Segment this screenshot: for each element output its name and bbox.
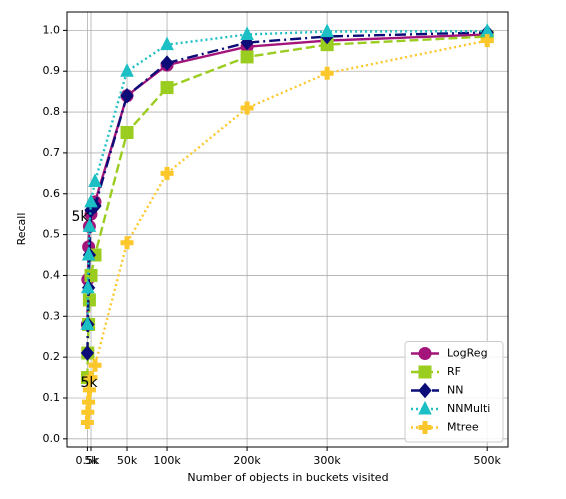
- marker: [84, 193, 98, 208]
- y-tick-label: 0.6: [43, 187, 61, 200]
- marker: [84, 268, 98, 282]
- marker: [120, 236, 134, 250]
- legend-marker: [418, 365, 432, 379]
- legend-marker: [418, 382, 432, 399]
- x-tick-label: 0.5k: [75, 454, 99, 467]
- x-tick-label: 50k: [117, 454, 138, 467]
- x-tick-label: 5k: [84, 454, 98, 467]
- marker: [88, 358, 102, 372]
- marker: [81, 279, 95, 294]
- series-line: [86, 33, 488, 325]
- marker: [480, 34, 494, 48]
- marker: [160, 36, 174, 51]
- legend: LogReg RF NN NNMulti Mtree: [404, 341, 504, 443]
- legend-label: RF: [447, 365, 461, 378]
- marker: [82, 383, 96, 397]
- plot-frame: [66, 11, 509, 448]
- marker: [160, 81, 174, 95]
- marker: [82, 395, 96, 409]
- y-tick-label: 0.2: [43, 350, 61, 363]
- marker: [320, 23, 334, 38]
- y-tick-label: 0.4: [43, 268, 61, 281]
- legend-marker: [418, 400, 432, 415]
- marker: [240, 101, 254, 115]
- y-tick-label: 0.3: [43, 309, 61, 322]
- series-line: [86, 29, 488, 325]
- series-line: [86, 31, 488, 354]
- x-tick-label: 100k: [153, 454, 181, 467]
- legend-label: LogReg: [447, 347, 488, 360]
- marker: [160, 55, 174, 71]
- marker: [120, 125, 134, 139]
- annotation: 5k: [80, 375, 98, 391]
- legend-label: NN: [447, 384, 463, 397]
- y-tick-label: 0.0: [43, 432, 61, 445]
- legend-label: NNMulti: [447, 402, 490, 415]
- legend-marker: [418, 347, 432, 360]
- y-tick-label: 0.7: [43, 146, 61, 159]
- y-tick-label: 1.0: [43, 23, 61, 36]
- legend-marker: [418, 421, 432, 434]
- x-axis-label: Number of objects in buckets visited: [187, 471, 388, 484]
- marker: [81, 246, 96, 261]
- y-tick-label: 0.5: [43, 228, 61, 241]
- marker: [84, 371, 98, 385]
- marker: [80, 345, 95, 361]
- x-tick-label: 200k: [233, 454, 261, 467]
- annotation: 5k: [71, 209, 89, 225]
- marker: [240, 26, 254, 40]
- marker: [80, 316, 95, 330]
- marker: [80, 415, 94, 429]
- x-tick-label: 500k: [474, 454, 502, 467]
- marker: [120, 87, 134, 104]
- y-tick-label: 0.9: [43, 64, 61, 77]
- marker: [82, 218, 97, 232]
- marker: [240, 50, 254, 64]
- x-tick-label: 300k: [313, 454, 341, 467]
- y-tick-label: 0.8: [43, 105, 61, 118]
- legend-label: Mtree: [447, 421, 479, 434]
- y-tick-label: 0.1: [43, 391, 61, 404]
- marker: [320, 66, 334, 80]
- marker: [160, 166, 174, 180]
- marker: [120, 63, 134, 77]
- marker: [81, 405, 95, 419]
- y-axis-label: Recall: [15, 213, 28, 246]
- marker: [88, 173, 102, 188]
